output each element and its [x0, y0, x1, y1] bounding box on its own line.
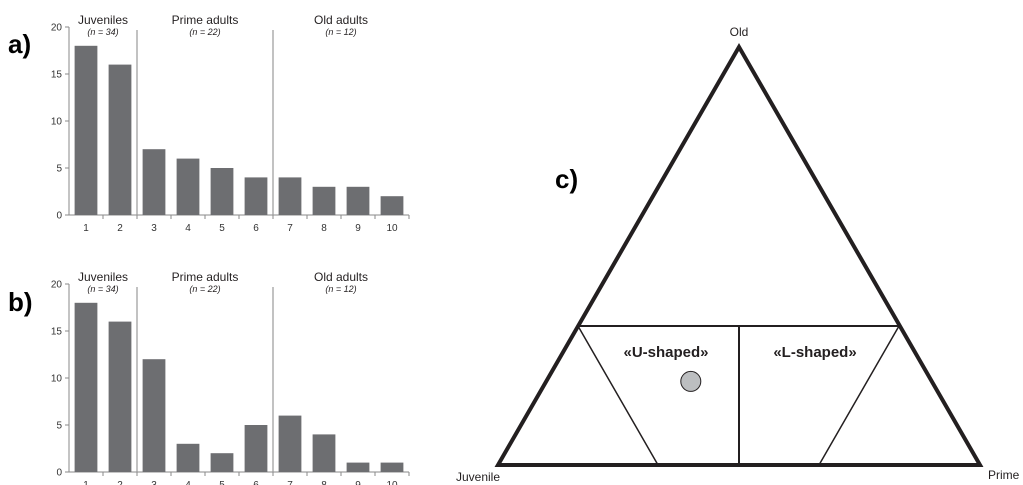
- group-label: Prime adults: [172, 270, 239, 284]
- bar-chart-a: 0 5 10 15 20 1 2 3 4 5 6 7 8 9 10 Juveniles(n = 34) Prim…: [51, 13, 410, 234]
- x-tick-label: 7: [287, 223, 293, 234]
- bar-a-6: [244, 177, 268, 215]
- bar-a-7: [278, 177, 302, 215]
- group-label: Juveniles: [78, 13, 128, 27]
- group-count: (n = 34): [87, 27, 118, 37]
- x-tick-label: 9: [355, 480, 361, 485]
- ternary-right-diagonal: [818, 325, 900, 466]
- bar-b-10: [380, 462, 404, 472]
- x-tick-label: 1: [83, 480, 89, 485]
- group-label: Old adults: [314, 13, 368, 27]
- bar-a-4: [176, 158, 200, 215]
- y-tick-label: 15: [51, 327, 63, 338]
- y-tick-label: 20: [51, 23, 63, 34]
- panel-label-b: b): [8, 287, 33, 317]
- bar-b-9: [346, 462, 370, 472]
- y-tick-label: 10: [51, 117, 63, 128]
- bar-b-6: [244, 425, 268, 472]
- x-tick-label: 3: [151, 223, 157, 234]
- group-count: (n = 22): [189, 284, 220, 294]
- y-tick-label: 20: [51, 280, 63, 291]
- group-label: Prime adults: [172, 13, 239, 27]
- x-tick-label: 8: [321, 480, 327, 485]
- bar-chart-b: 0 5 10 15 20 1 2 3 4 5 6 7 8 9 10 Juveniles(n = 34) Prim…: [51, 270, 410, 485]
- bar-a-2: [108, 64, 132, 215]
- group-count: (n = 22): [189, 27, 220, 37]
- x-tick-label: 5: [219, 223, 225, 234]
- bar-a-3: [142, 149, 166, 215]
- region-label-l-shaped: «L-shaped»: [773, 344, 856, 361]
- x-tick-label: 7: [287, 480, 293, 485]
- x-tick-label: 4: [185, 223, 191, 234]
- x-tick-label: 9: [355, 223, 361, 234]
- y-tick-label: 10: [51, 374, 63, 385]
- ternary-left-diagonal: [577, 325, 659, 466]
- bar-b-8: [312, 434, 336, 472]
- ternary-diagram: Old Juvenile Prime «U-shaped» «L-shaped»: [456, 25, 1020, 484]
- group-label: Old adults: [314, 270, 368, 284]
- bar-a-1: [74, 45, 98, 215]
- y-tick-label: 5: [56, 164, 62, 175]
- x-tick-label: 6: [253, 480, 259, 485]
- panel-label-c: c): [555, 164, 578, 194]
- bar-a-10: [380, 196, 404, 215]
- x-tick-label: 3: [151, 480, 157, 485]
- corner-label-juvenile: Juvenile: [456, 470, 500, 484]
- x-tick-label: 2: [117, 223, 123, 234]
- corner-label-prime: Prime: [988, 468, 1020, 482]
- group-count: (n = 12): [325, 27, 356, 37]
- bar-a-9: [346, 186, 370, 215]
- bar-b-5: [210, 453, 234, 472]
- y-tick-label: 15: [51, 70, 63, 81]
- ternary-data-point: [680, 370, 702, 392]
- bar-b-4: [176, 443, 200, 472]
- y-tick-label: 0: [56, 211, 62, 222]
- y-tick-label: 5: [56, 421, 62, 432]
- x-tick-label: 4: [185, 480, 191, 485]
- x-tick-label: 6: [253, 223, 259, 234]
- x-tick-label: 5: [219, 480, 225, 485]
- bar-b-7: [278, 415, 302, 472]
- group-label: Juveniles: [78, 270, 128, 284]
- bar-b-1: [74, 302, 98, 472]
- panel-label-a: a): [8, 29, 31, 59]
- bar-a-8: [312, 186, 336, 215]
- bar-b-3: [142, 359, 166, 472]
- group-count: (n = 34): [87, 284, 118, 294]
- y-tick-label: 0: [56, 468, 62, 479]
- x-tick-label: 10: [386, 223, 398, 234]
- corner-label-old: Old: [730, 25, 749, 39]
- x-tick-label: 1: [83, 223, 89, 234]
- bar-b-2: [108, 321, 132, 472]
- x-tick-label: 2: [117, 480, 123, 485]
- x-tick-label: 8: [321, 223, 327, 234]
- x-tick-label: 10: [386, 480, 398, 485]
- region-label-u-shaped: «U-shaped»: [623, 344, 708, 361]
- bar-a-5: [210, 168, 234, 215]
- group-count: (n = 12): [325, 284, 356, 294]
